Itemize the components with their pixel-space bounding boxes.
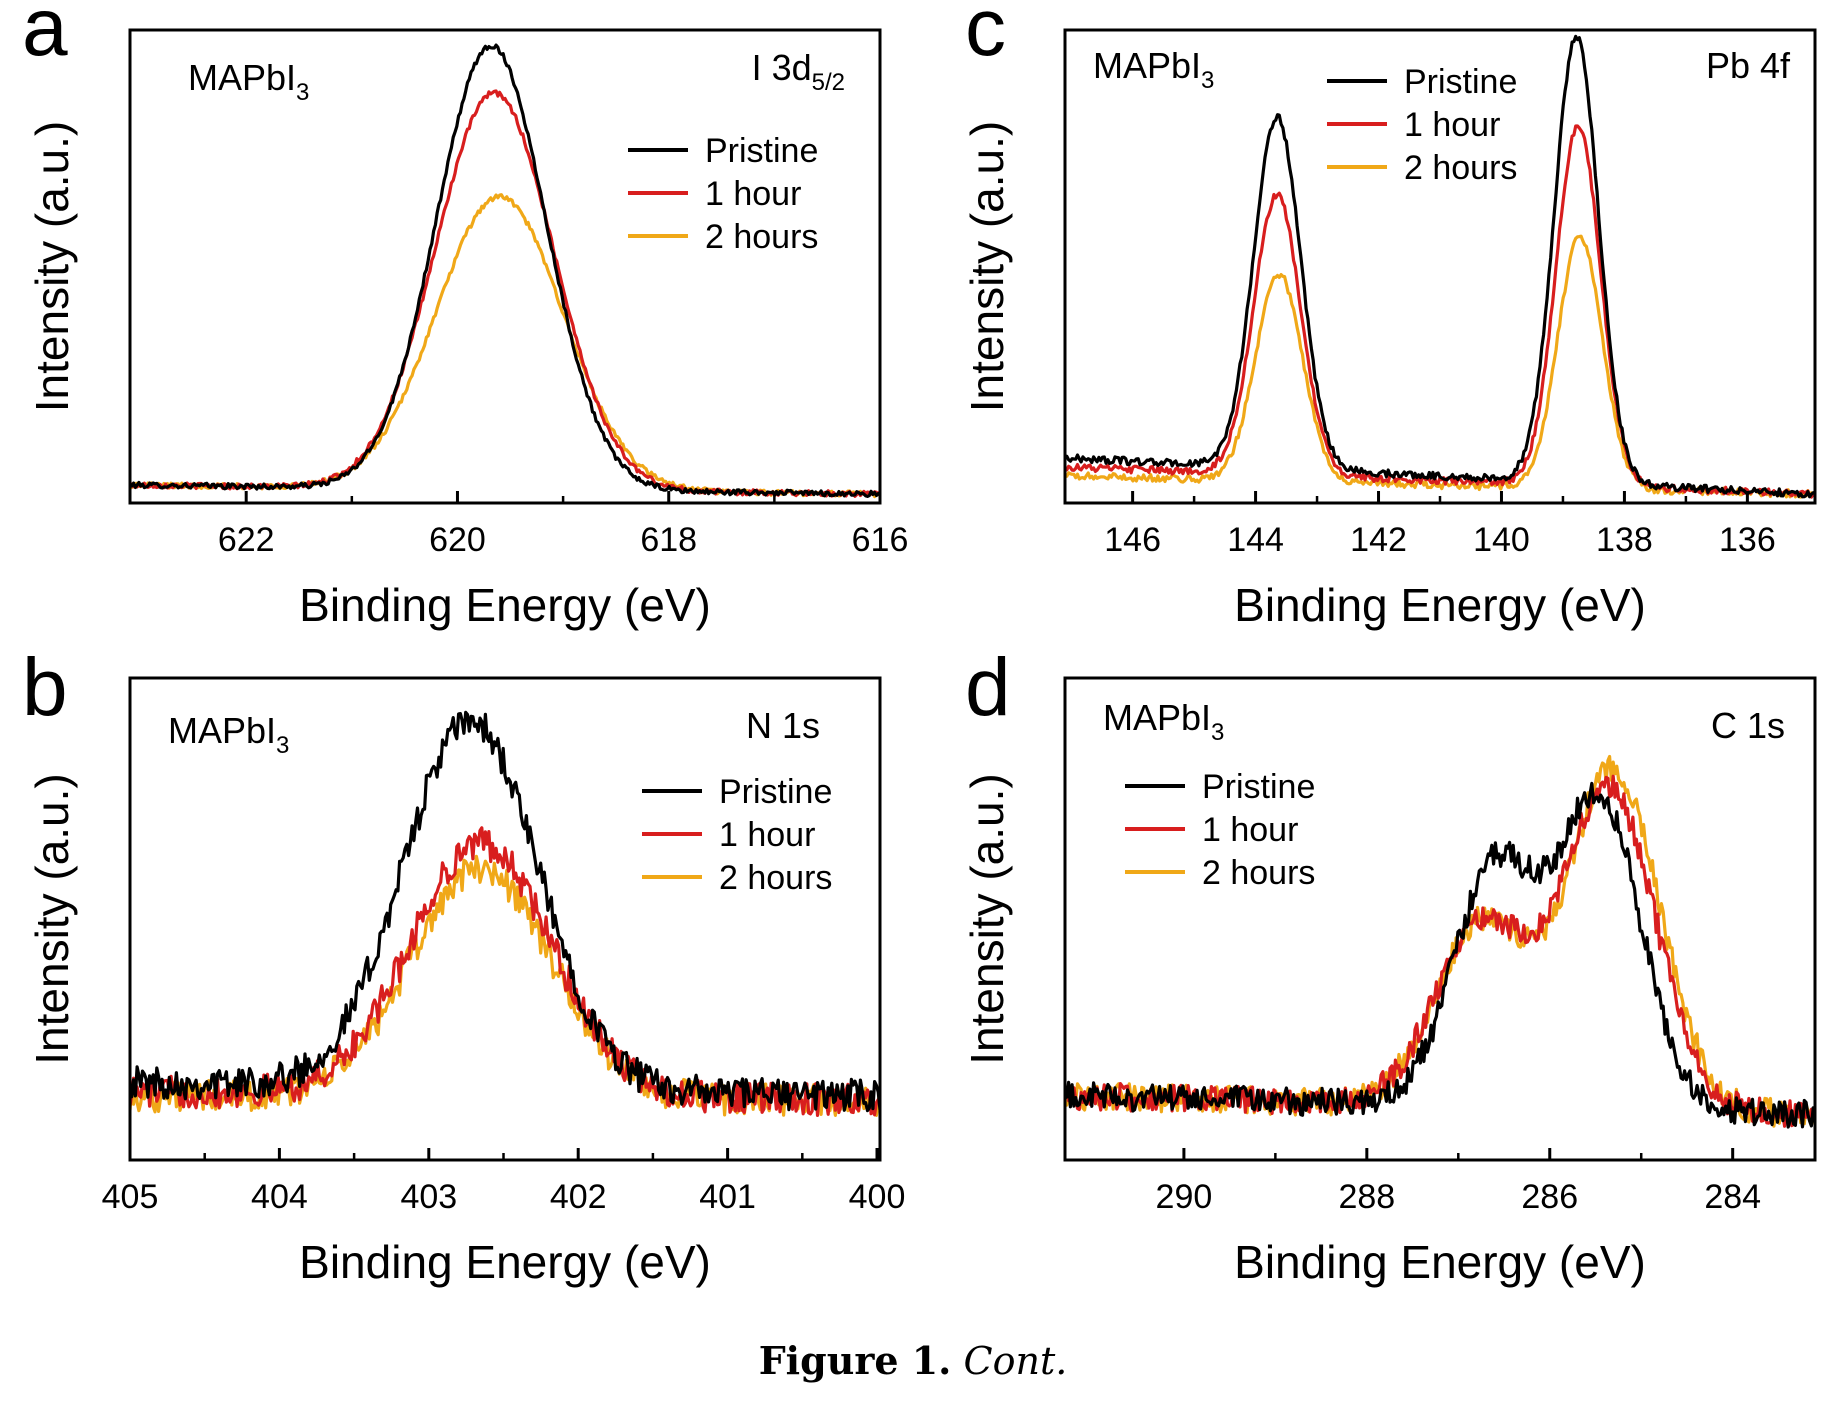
legend-label: Pristine [1404,63,1517,101]
series-lines [1065,34,1815,499]
panel-letter: d [965,642,1011,733]
region-label: C 1s [1711,705,1785,746]
x-axis-label: Binding Energy (eV) [299,1236,711,1288]
plot-frame [128,28,882,505]
x-tick-label: 144 [1227,521,1284,559]
x-tick-label: 286 [1521,1178,1578,1216]
panel-letter: b [22,642,68,733]
x-axis-label: Binding Energy (eV) [1234,1236,1646,1288]
panel-c: 146 144 142 140 138 136 Binding Energy (eV) Int… [961,0,1817,631]
legend-label: 2 hours [719,859,832,897]
caption-label: Figure 1. [758,1338,952,1383]
y-axis-label: Intensity (a.u.) [961,121,1013,412]
sample-label: MAPbI3 [1103,697,1224,746]
x-tick-label: 620 [429,521,486,559]
plot-frame [128,676,882,1162]
legend: Pristine 1 hour 2 hours [1125,768,1315,892]
panel-b: 405 404 403 402 401 400 Binding Energy (eV) Int… [22,642,905,1288]
panel-letter: c [965,0,1006,73]
x-tick-label: 288 [1338,1178,1395,1216]
x-tick-label: 616 [852,521,909,559]
legend-label: 2 hours [705,218,818,256]
legend-label: Pristine [1202,768,1315,806]
sample-label: MAPbI3 [188,57,309,106]
x-tick-label: 290 [1156,1178,1213,1216]
x-tick-label: 284 [1704,1178,1761,1216]
series-lines [130,710,880,1118]
legend-label: Pristine [705,132,818,170]
legend-label: 1 hour [1404,106,1500,144]
y-axis-label: Intensity (a.u.) [26,121,78,412]
series-lines [1065,754,1815,1129]
series-lines [130,43,880,499]
panel-d: 290 288 286 284 Binding Energy (eV) Intensity… [961,642,1817,1288]
y-axis-label: Intensity (a.u.) [961,773,1013,1064]
x-tick-label: 622 [218,521,275,559]
x-tick-label: 146 [1104,521,1161,559]
legend: Pristine 1 hour 2 hours [628,132,818,256]
legend: Pristine 1 hour 2 hours [1327,63,1517,187]
legend-label: 2 hours [1404,149,1517,187]
x-tick-label: 618 [640,521,697,559]
x-axis-label: Binding Energy (eV) [1234,579,1646,631]
x-tick-label: 140 [1473,521,1530,559]
x-tick-label: 405 [102,1178,159,1216]
series-line-2-hours [1065,234,1815,499]
panel-letter: a [22,0,68,73]
y-axis-label: Intensity (a.u.) [26,773,78,1064]
x-tick-label: 138 [1596,521,1653,559]
legend-label: 1 hour [719,816,815,854]
series-line-pristine [130,710,880,1113]
x-tick-label: 136 [1719,521,1776,559]
x-tick-label: 403 [400,1178,457,1216]
legend: Pristine 1 hour 2 hours [642,773,832,897]
series-line-pristine [1065,781,1815,1129]
series-line-pristine [1065,34,1815,499]
x-tick-label: 400 [849,1178,906,1216]
figure-caption: Figure 1. Cont. [0,1338,1826,1383]
x-tick-label: 402 [550,1178,607,1216]
sample-label: MAPbI3 [1093,45,1214,94]
x-axis-label: Binding Energy (eV) [299,579,711,631]
region-label: N 1s [746,705,820,746]
panel-a: 622 620 618 616 Binding Energy (eV) Intensity… [22,0,908,631]
legend-label: 1 hour [705,175,801,213]
sample-label: MAPbI3 [168,710,289,759]
series-line-pristine [130,43,880,498]
caption-text: Cont. [963,1339,1068,1383]
legend-label: 2 hours [1202,854,1315,892]
series-line-1-hour [130,826,880,1118]
x-tick-label: 404 [251,1178,308,1216]
region-label: Pb 4f [1706,45,1791,86]
x-tick-label: 401 [699,1178,756,1216]
legend-label: 1 hour [1202,811,1298,849]
x-tick-label: 142 [1350,521,1407,559]
legend-label: Pristine [719,773,832,811]
region-label: I 3d5/2 [752,47,845,96]
plot-frame [1063,676,1817,1162]
